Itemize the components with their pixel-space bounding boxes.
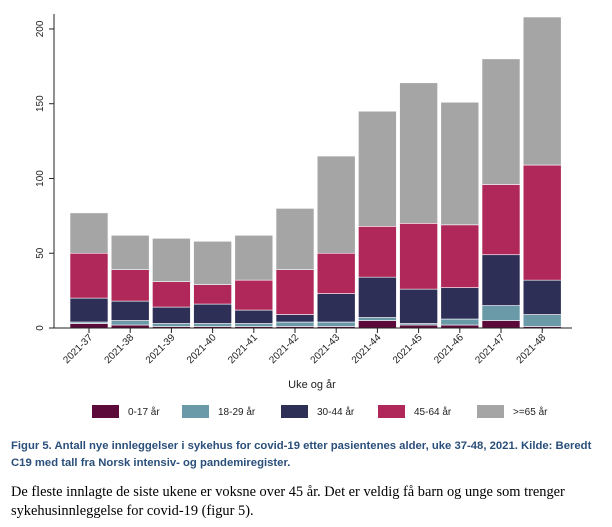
- chart: 0 50 100 150 200 2021-37 2021-38 2021-39 2021-40…: [35, 14, 572, 418]
- legend-swatch: [92, 405, 119, 418]
- x-axis-title: Uke og år: [288, 379, 336, 391]
- bar-segment-2021-44-s1: [358, 317, 397, 321]
- bar-segment-2021-45-s4: [399, 82, 438, 224]
- bar-segment-2021-37-s3: [69, 252, 109, 299]
- x-tick-label: 2021-48: [515, 332, 549, 366]
- bar-segment-2021-38-s2: [110, 300, 150, 321]
- x-tick-label: 2021-46: [432, 332, 466, 366]
- bar-segment-2021-43-s2: [316, 293, 356, 323]
- bar-segment-2021-47-s1: [481, 305, 521, 321]
- bar-segment-2021-42-s1: [275, 321, 315, 327]
- legend-label: 18-29 år: [218, 406, 256, 418]
- bar-segment-2021-39-s1: [152, 323, 191, 327]
- bar-segment-2021-42-s2: [275, 314, 315, 323]
- bar-segment-2021-40-s1: [193, 323, 232, 327]
- x-tick-label: 2021-41: [226, 332, 260, 366]
- x-tick-label: 2021-47: [473, 332, 507, 366]
- bar-segment-2021-47-s4: [481, 58, 521, 185]
- legend-label: 30-44 år: [317, 406, 355, 418]
- bar-segment-2021-47-s2: [481, 254, 521, 306]
- bar-segment-2021-37-s0: [69, 323, 109, 329]
- bar-segment-2021-41-s4: [234, 234, 274, 281]
- bar-segment-2021-40-s2: [193, 303, 232, 324]
- x-tick-label: 2021-45: [391, 332, 425, 366]
- bar-segment-2021-46-s3: [440, 224, 480, 288]
- y-tick-label: 200: [35, 20, 46, 37]
- y-tick-label: 150: [35, 95, 46, 112]
- bar-segment-2021-46-s4: [440, 101, 480, 226]
- legend-label: 45-64 år: [414, 406, 452, 418]
- x-tick-label: 2021-43: [309, 332, 343, 366]
- bar-segment-2021-48-s1: [522, 314, 562, 327]
- figure-caption: Figur 5. Antall nye innleggelser i sykeh…: [11, 440, 592, 469]
- bar-segment-2021-37-s4: [69, 212, 109, 254]
- bar-segment-2021-39-s3: [152, 281, 191, 308]
- bar-segment-2021-48-s4: [522, 16, 562, 166]
- bar-segment-2021-46-s2: [440, 287, 480, 320]
- legend-swatch: [281, 405, 308, 418]
- x-tick-label: 2021-42: [267, 332, 301, 366]
- bar-segment-2021-38-s3: [110, 269, 150, 302]
- bars-layer: [69, 16, 562, 329]
- bar-segment-2021-39-s2: [152, 306, 191, 324]
- bar-segment-2021-44-s0: [358, 320, 397, 329]
- bar-segment-2021-40-s4: [193, 240, 232, 285]
- bar-segment-2021-44-s3: [358, 226, 397, 278]
- bar-segment-2021-47-s0: [481, 320, 521, 329]
- bar-segment-2021-41-s2: [234, 309, 274, 324]
- bar-segment-2021-42-s4: [275, 208, 315, 270]
- bar-segment-2021-41-s3: [234, 279, 274, 311]
- legend-label: 0-17 år: [128, 406, 160, 418]
- bar-segment-2021-39-s4: [152, 237, 191, 282]
- bar-segment-2021-46-s1: [440, 318, 480, 326]
- bar-segment-2021-48-s2: [522, 279, 562, 315]
- bar-segment-2021-47-s3: [481, 184, 521, 256]
- x-tick-label: 2021-37: [61, 332, 95, 366]
- y-tick-label: 0: [35, 325, 46, 331]
- bar-segment-2021-38-s4: [110, 234, 150, 270]
- x-tick-label: 2021-44: [350, 332, 384, 366]
- body-paragraph: De fleste innlagte de siste ukene er vok…: [11, 484, 565, 519]
- bar-segment-2021-41-s1: [234, 323, 274, 327]
- bar-segment-2021-48-s3: [522, 164, 562, 281]
- y-tick-label: 100: [35, 170, 46, 187]
- legend-label: >=65 år: [513, 406, 548, 418]
- bar-segment-2021-43-s1: [316, 321, 356, 327]
- legend: 0-17 år 18-29 år 30-44 år 45-64 år >=65 år: [92, 405, 548, 418]
- bar-segment-2021-43-s4: [316, 155, 356, 254]
- legend-swatch: [378, 405, 405, 418]
- bar-segment-2021-44-s2: [358, 276, 397, 318]
- bar-segment-2021-45-s3: [399, 223, 438, 290]
- bar-segment-2021-37-s2: [69, 297, 109, 323]
- x-tick-label: 2021-40: [185, 332, 219, 366]
- bar-segment-2021-43-s3: [316, 252, 356, 294]
- bar-segment-2021-38-s1: [110, 320, 150, 326]
- y-tick-label: 50: [35, 247, 46, 259]
- bar-segment-2021-45-s2: [399, 288, 438, 324]
- bar-segment-2021-44-s4: [358, 110, 397, 227]
- legend-swatch: [182, 405, 209, 418]
- legend-swatch: [477, 405, 504, 418]
- x-tick-label: 2021-38: [103, 332, 137, 366]
- x-tick-label: 2021-39: [144, 332, 178, 366]
- bar-segment-2021-40-s3: [193, 284, 232, 305]
- bar-segment-2021-42-s3: [275, 269, 315, 315]
